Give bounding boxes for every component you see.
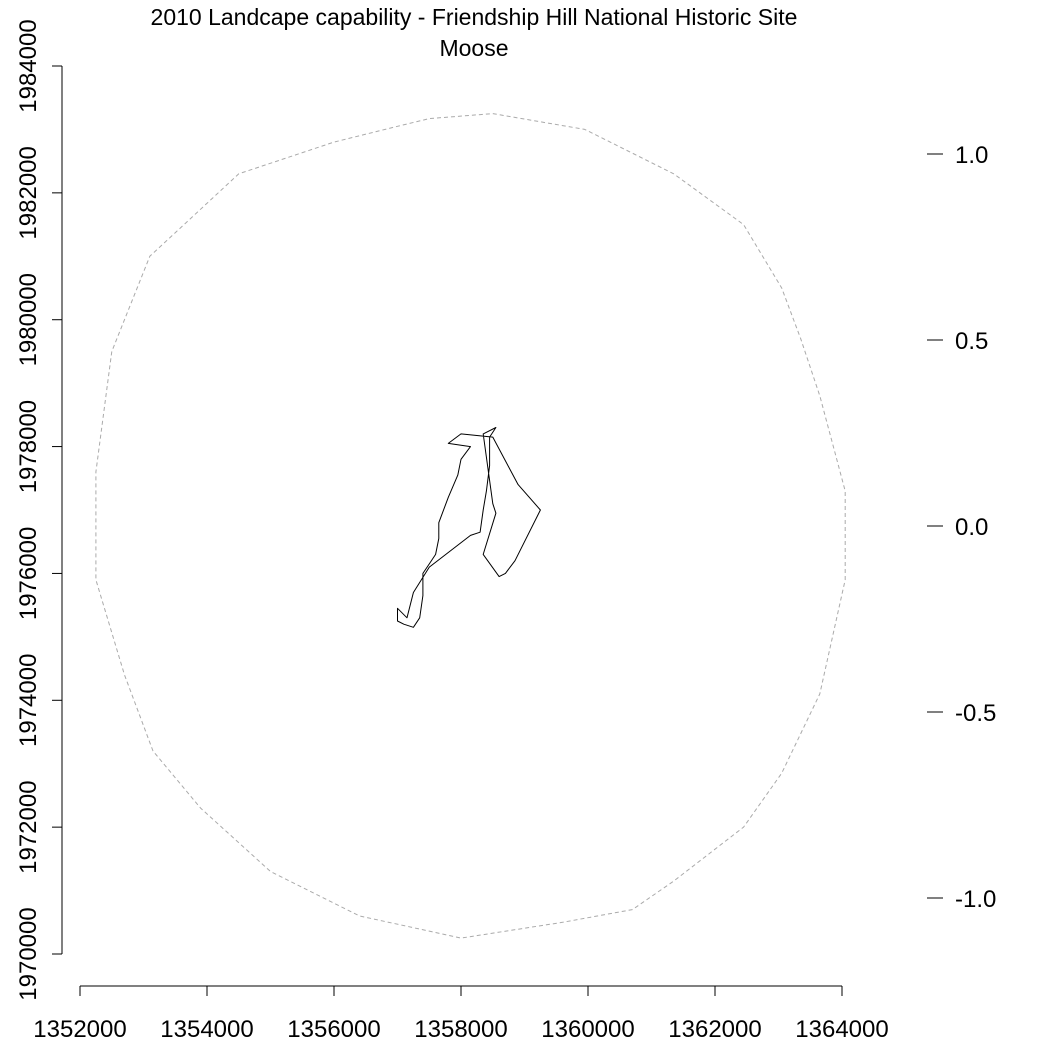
chart-subtitle: Moose — [439, 35, 508, 61]
site-boundary-line — [397, 427, 541, 628]
x-tick-label: 1360000 — [541, 1016, 634, 1043]
legend-tick-label: 0.5 — [955, 328, 988, 355]
y-tick-label: 1972000 — [15, 780, 42, 873]
y-tick-label: 1984000 — [15, 19, 42, 112]
y-tick-label: 1980000 — [15, 273, 42, 366]
buffer-boundary-line — [95, 113, 846, 939]
y-tick-label: 1976000 — [15, 527, 42, 620]
x-tick-label: 1354000 — [160, 1016, 253, 1043]
y-tick-label: 1982000 — [15, 146, 42, 239]
x-tick-label: 1364000 — [795, 1016, 888, 1043]
y-tick-label: 1978000 — [15, 400, 42, 493]
x-tick-label: 1352000 — [33, 1016, 126, 1043]
legend-tick-label: -0.5 — [955, 700, 996, 727]
legend-tick-label: -1.0 — [955, 886, 996, 913]
legend-tick-label: 0.0 — [955, 514, 988, 541]
x-tick-label: 1362000 — [668, 1016, 761, 1043]
legend-tick-label: 1.0 — [955, 142, 988, 169]
y-tick-label: 1970000 — [15, 907, 42, 1000]
y-tick-label: 1974000 — [15, 654, 42, 747]
x-tick-label: 1356000 — [287, 1016, 380, 1043]
x-tick-label: 1358000 — [414, 1016, 507, 1043]
chart-title: 2010 Landcape capability - Friendship Hi… — [151, 4, 798, 30]
